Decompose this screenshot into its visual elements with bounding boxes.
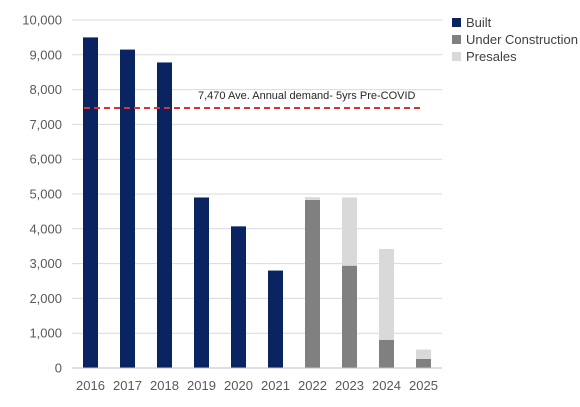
bar-series	[83, 37, 431, 369]
bar-presales-2024	[379, 248, 394, 340]
y-tick-label: 8,000	[29, 82, 62, 97]
y-tick-label: 7,000	[29, 117, 62, 132]
x-tick-label: 2016	[76, 378, 105, 393]
x-axis-tick-labels: 2016 2017 2018 2019 2020 2021 2022 2023 2024 2025	[76, 378, 438, 393]
x-tick-label: 2025	[409, 378, 438, 393]
y-tick-label: 3,000	[29, 256, 62, 271]
legend-swatch-presales	[452, 52, 461, 61]
bar-built-2019	[194, 197, 209, 368]
legend-swatch-under-construction	[452, 35, 461, 44]
bar-presales-2025	[416, 349, 431, 359]
y-axis-tick-labels: 0 1,000 2,000 3,000 4,000 5,000 6,000 7,000 8,00…	[22, 13, 62, 376]
y-tick-label: 10,000	[22, 13, 62, 28]
y-tick-label: 6,000	[29, 152, 62, 167]
bar-built-2021	[268, 270, 283, 368]
y-tick-label: 2,000	[29, 291, 62, 306]
x-tick-label: 2024	[372, 378, 401, 393]
legend-label-presales: Presales	[466, 49, 517, 64]
y-tick-label: 0	[55, 361, 62, 376]
x-tick-label: 2023	[335, 378, 364, 393]
bar-built-2018	[157, 62, 172, 369]
legend-label-under-construction: Under Construction	[466, 32, 578, 47]
legend-swatch-built	[452, 18, 461, 27]
y-tick-label: 1,000	[29, 326, 62, 341]
x-tick-label: 2017	[113, 378, 142, 393]
bar-presales-2022	[305, 197, 320, 200]
y-tick-label: 4,000	[29, 221, 62, 236]
x-tick-label: 2019	[187, 378, 216, 393]
bar-built-2017	[120, 49, 135, 369]
x-tick-label: 2021	[261, 378, 290, 393]
average-demand-annotation: 7,470 Ave. Annual demand- 5yrs Pre-COVID	[198, 90, 416, 102]
bar-presales-2023	[342, 197, 357, 266]
bar-under-construction-2024	[379, 339, 394, 368]
bar-under-construction-2022	[305, 199, 320, 368]
x-tick-label: 2020	[224, 378, 253, 393]
x-tick-label: 2018	[150, 378, 179, 393]
legend-label-built: Built	[466, 15, 492, 30]
x-tick-label: 2022	[298, 378, 327, 393]
bar-under-construction-2025	[416, 358, 431, 368]
bar-built-2020	[231, 226, 246, 368]
legend: Built Under Construction Presales	[452, 15, 578, 64]
bar-under-construction-2023	[342, 265, 357, 368]
bar-built-2016	[83, 37, 98, 369]
y-tick-label: 9,000	[29, 47, 62, 62]
y-tick-label: 5,000	[29, 187, 62, 202]
